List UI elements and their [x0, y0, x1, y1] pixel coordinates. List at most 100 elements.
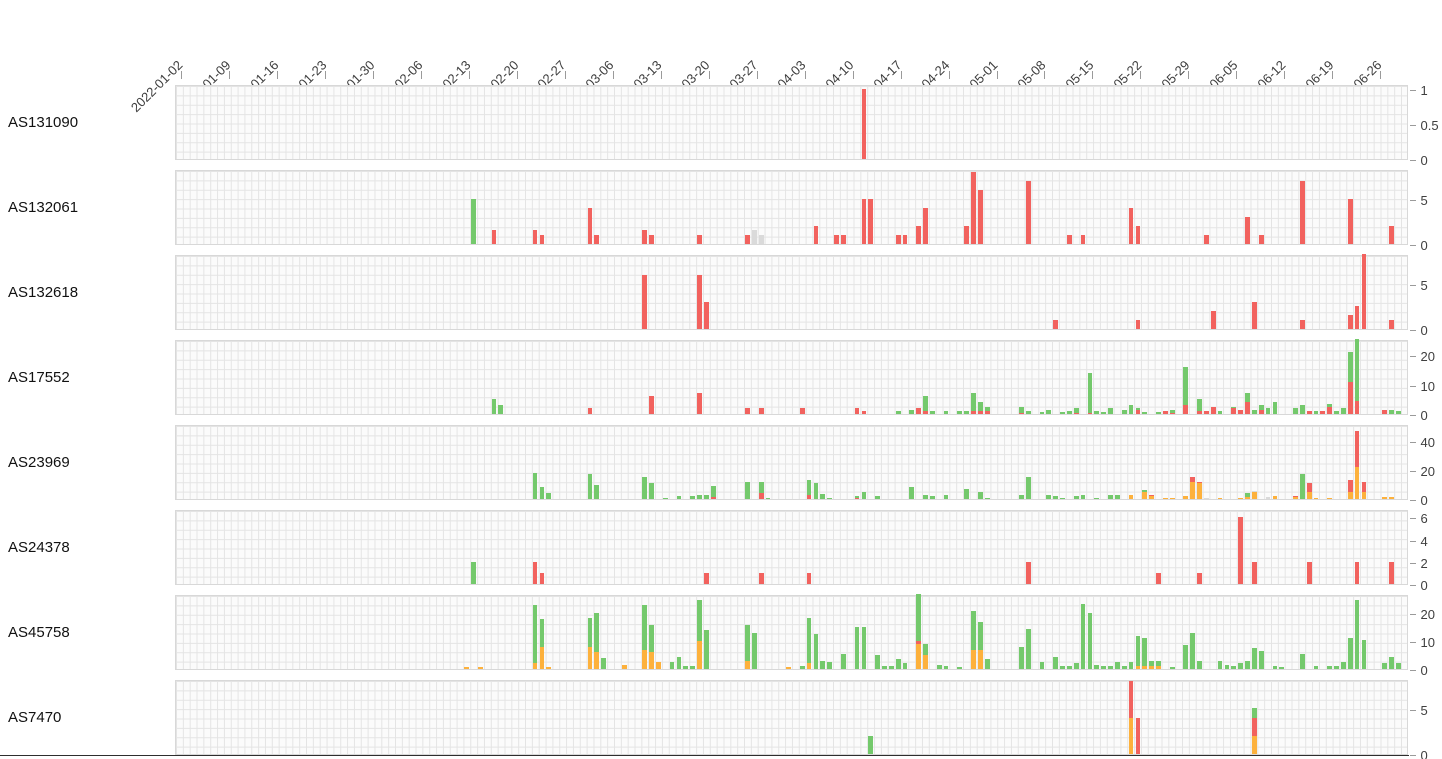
bar — [1347, 594, 1353, 669]
bar-segment-g — [676, 496, 682, 499]
y-tick-label: 40 — [1420, 435, 1435, 451]
bar-segment-g — [1142, 490, 1148, 492]
bar — [1073, 424, 1079, 499]
bar-segment-r — [1135, 225, 1141, 244]
bar — [1135, 679, 1141, 754]
bar — [1162, 424, 1168, 499]
bar — [676, 594, 682, 669]
y-tick-label: 0.5 — [1420, 117, 1439, 133]
bar-segment-o — [1128, 718, 1134, 754]
bar-segment-g — [1251, 648, 1257, 669]
bar-segment-g — [943, 494, 949, 499]
x-tick — [1044, 71, 1046, 79]
bar-segment-r — [710, 496, 716, 499]
bar-segment-r — [1388, 319, 1394, 329]
bar-segment-r — [964, 225, 970, 244]
y-tick — [1409, 284, 1416, 286]
bar — [710, 424, 716, 499]
bar-segment-g — [1299, 405, 1305, 414]
bar-segment-r — [1327, 406, 1333, 414]
bar-segment-g — [820, 493, 826, 499]
x-tick — [277, 71, 279, 79]
bar — [1388, 594, 1394, 669]
bar-segment-r — [1354, 561, 1360, 584]
bar-segment-r — [532, 561, 538, 584]
bar-segment-o — [1382, 496, 1387, 499]
y-tick — [1409, 614, 1416, 616]
bar-segment-g — [1080, 495, 1086, 499]
bar-segment-o — [477, 667, 483, 669]
bar-segment-g — [1197, 660, 1202, 669]
bar — [977, 169, 983, 244]
bar — [471, 509, 476, 584]
bar — [1299, 254, 1305, 329]
bar-segment-g — [1135, 635, 1141, 667]
x-tick — [948, 71, 950, 79]
bar — [1135, 339, 1141, 414]
bar — [964, 424, 970, 499]
grid — [175, 86, 1407, 159]
bar-segment-g — [532, 473, 538, 499]
y-tick — [1409, 160, 1416, 161]
bar — [1156, 594, 1161, 669]
bar-segment-g — [923, 494, 928, 499]
bar — [758, 169, 764, 244]
bar — [861, 84, 867, 159]
row-label: AS132618 — [8, 283, 79, 301]
bar-segment-g — [745, 481, 750, 499]
bar — [1135, 169, 1141, 244]
bar-segment-o — [1162, 498, 1168, 499]
bar — [1265, 339, 1271, 414]
bar-segment-g — [1258, 650, 1264, 669]
bar-segment-r — [1053, 319, 1059, 329]
bar — [786, 594, 791, 669]
bar — [1210, 254, 1216, 329]
bar — [1149, 594, 1154, 669]
bar — [1142, 424, 1148, 499]
bar-segment-g — [498, 405, 504, 414]
bar-segment-r — [1183, 405, 1189, 414]
bar — [1361, 254, 1367, 329]
bar — [758, 424, 764, 499]
bar-segment-g — [813, 483, 819, 499]
bar-segment-g — [1101, 411, 1107, 414]
bar — [703, 594, 709, 669]
bar-segment-g — [827, 497, 833, 499]
y-tick — [1409, 710, 1416, 712]
bar-segment-r — [984, 411, 990, 414]
bar-segment-g — [662, 497, 668, 499]
bar — [943, 339, 949, 414]
bar-segment-o — [539, 646, 545, 669]
bar-segment-g — [806, 480, 812, 495]
row-label: AS131090 — [8, 113, 79, 131]
row-subplot — [174, 424, 1408, 500]
y-tick-label: 20 — [1420, 464, 1435, 480]
bar-segment-g — [854, 496, 860, 498]
x-tick — [1092, 71, 1094, 79]
bar-segment-r — [977, 189, 983, 244]
bar-segment-g — [1073, 496, 1079, 499]
bar — [1306, 509, 1312, 584]
bar — [745, 339, 750, 414]
bar-segment-o — [649, 652, 654, 669]
bar-segment-o — [1149, 666, 1154, 669]
y-tick-label: 0 — [1420, 238, 1428, 253]
bar-segment-o — [656, 662, 661, 669]
bar-segment-r — [1354, 431, 1360, 468]
bar-segment-o — [1347, 491, 1353, 499]
bar-segment-r — [834, 234, 839, 244]
x-tick — [660, 71, 662, 79]
bar — [745, 594, 750, 669]
bar-segment-g — [1114, 495, 1120, 499]
bar-segment-o — [1135, 666, 1141, 669]
bar-segment-r — [1162, 411, 1168, 414]
bar-segment-o — [1251, 491, 1257, 499]
bar — [1210, 339, 1216, 414]
bar — [642, 594, 648, 669]
bar — [1149, 424, 1154, 499]
bar-segment-g — [1279, 667, 1285, 669]
bar-segment-o — [532, 663, 538, 669]
bar — [813, 594, 819, 669]
bar — [964, 339, 970, 414]
bar-segment-g — [1046, 409, 1052, 414]
